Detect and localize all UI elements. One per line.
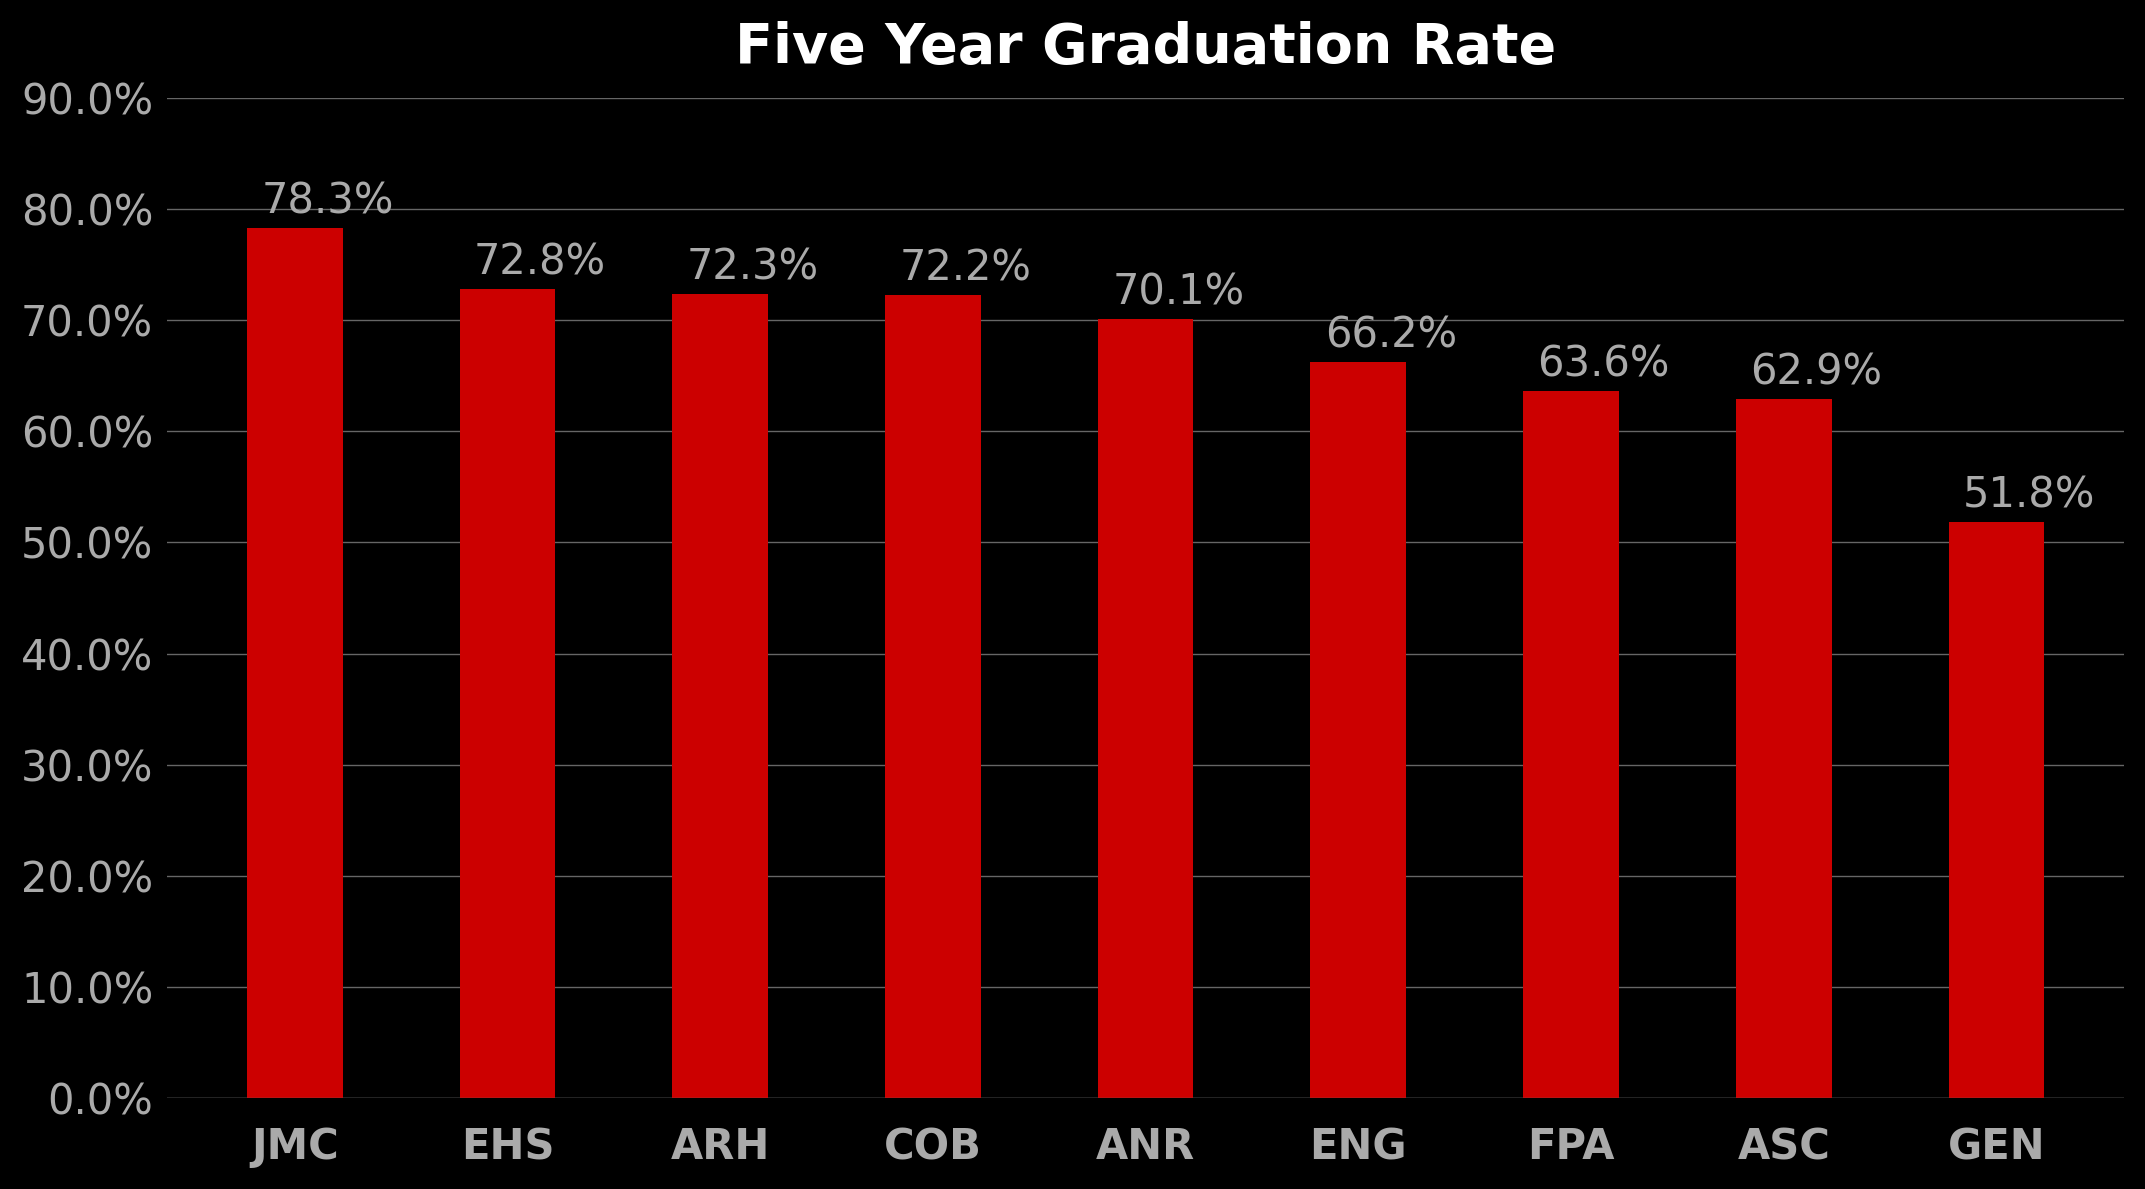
Text: 62.9%: 62.9% — [1750, 352, 1883, 394]
Bar — [1098, 319, 1193, 1099]
Bar — [247, 227, 343, 1099]
Bar — [1948, 522, 2044, 1099]
Bar — [1523, 391, 1619, 1099]
Text: 72.3%: 72.3% — [686, 247, 819, 289]
Text: 51.8%: 51.8% — [1963, 474, 2096, 517]
Bar — [1735, 400, 1832, 1099]
Text: 72.2%: 72.2% — [899, 249, 1032, 290]
Text: 66.2%: 66.2% — [1326, 315, 1456, 357]
Text: 72.8%: 72.8% — [474, 241, 607, 283]
Text: 78.3%: 78.3% — [262, 180, 393, 222]
Bar — [1311, 363, 1407, 1099]
Bar — [671, 295, 768, 1099]
Text: 70.1%: 70.1% — [1111, 271, 1244, 313]
Title: Five Year Graduation Rate: Five Year Graduation Rate — [736, 21, 1555, 75]
Bar — [459, 289, 556, 1099]
Bar — [886, 296, 980, 1099]
Text: 63.6%: 63.6% — [1538, 344, 1671, 385]
